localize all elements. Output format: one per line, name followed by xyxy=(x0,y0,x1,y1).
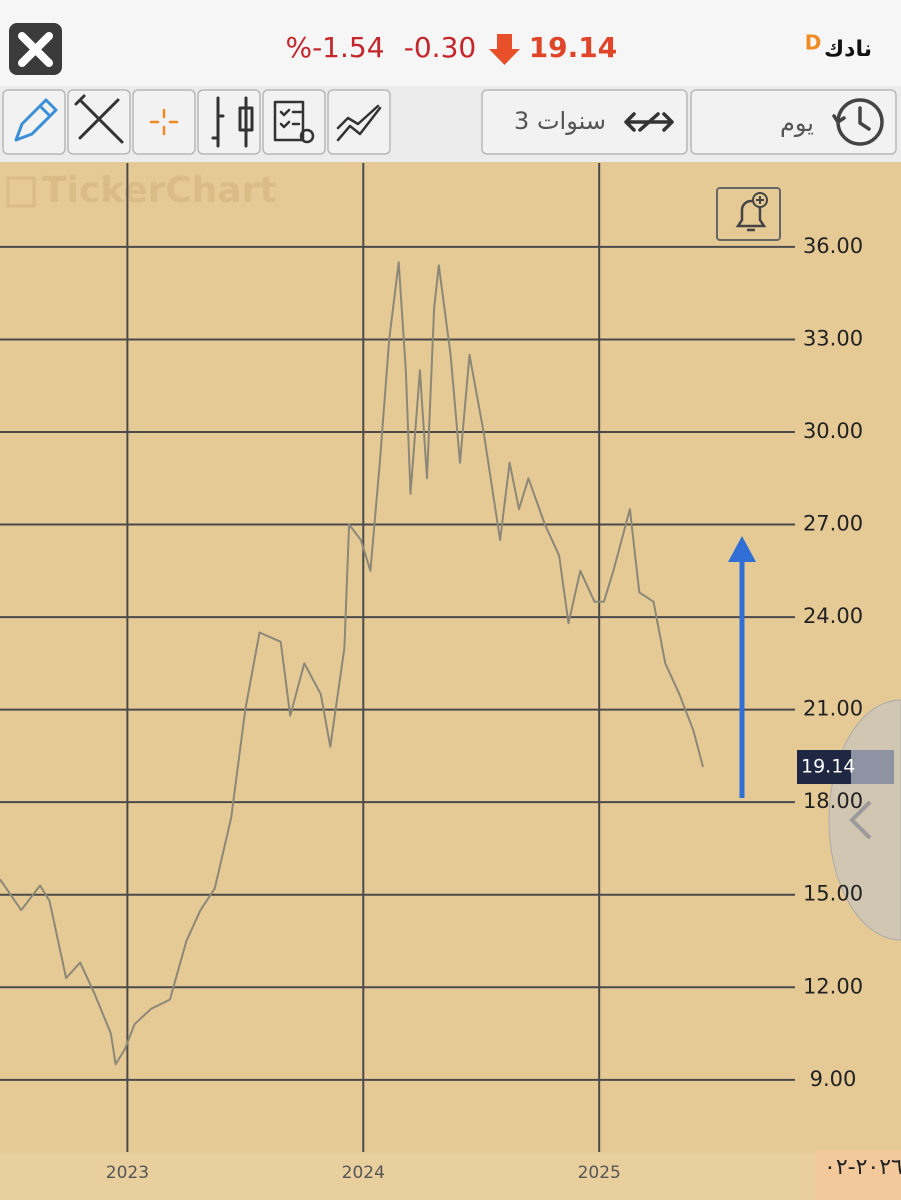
y-tick-label: 15.00 xyxy=(803,882,863,906)
interval-label: يوم xyxy=(780,109,814,137)
change: -0.30 xyxy=(404,31,476,64)
y-tick-label: 27.00 xyxy=(803,512,863,536)
header-bar xyxy=(0,0,901,86)
tools-button[interactable] xyxy=(67,89,131,155)
chart-background xyxy=(0,162,901,1200)
close-button[interactable] xyxy=(9,23,62,75)
last-price-tag-label-box xyxy=(797,750,851,785)
price: 19.14 xyxy=(529,31,618,64)
settings-button[interactable] xyxy=(262,89,326,155)
percent-change: %-1.54 xyxy=(285,31,384,64)
y-tick-label: 21.00 xyxy=(803,697,863,721)
down-arrow xyxy=(489,34,520,65)
toolbar-icons xyxy=(14,94,884,148)
y-tick-label: 33.00 xyxy=(803,326,863,350)
plot xyxy=(0,261,704,1066)
y-tick-label: 30.00 xyxy=(803,419,863,443)
range-label: 3 سنوات xyxy=(514,107,606,135)
watermark: TickerChart xyxy=(42,170,277,211)
x-tick-label: 2024 xyxy=(342,1163,385,1183)
draw-button[interactable] xyxy=(2,89,66,155)
watermark-icon xyxy=(6,176,36,208)
y-tick-label: 18.00 xyxy=(803,789,863,813)
x-tick-label: 2023 xyxy=(106,1163,149,1183)
annotation-arrow xyxy=(728,536,756,798)
y-tick-label: 12.00 xyxy=(803,974,863,998)
symbol[interactable]: نادك xyxy=(824,37,872,62)
x-axis-strip xyxy=(0,1153,815,1200)
side-panel-chevron xyxy=(849,800,872,840)
x-tick-label: 2025 xyxy=(578,1163,621,1183)
corner-date: ٢٠٢٦-٠٢ xyxy=(824,1155,901,1180)
period-type: D xyxy=(805,31,822,55)
crosshair-button[interactable] xyxy=(132,89,196,155)
last-price-label: 19.14 xyxy=(801,756,855,778)
grid xyxy=(0,163,795,1152)
y-tick-label: 36.00 xyxy=(803,234,863,258)
y-tick-label: 24.00 xyxy=(803,604,863,628)
alert-button[interactable] xyxy=(716,187,781,241)
range-button[interactable] xyxy=(481,89,688,155)
corner-date-box xyxy=(815,1150,901,1200)
price-line xyxy=(0,261,704,1066)
y-tick-label: 9.00 xyxy=(810,1067,857,1091)
